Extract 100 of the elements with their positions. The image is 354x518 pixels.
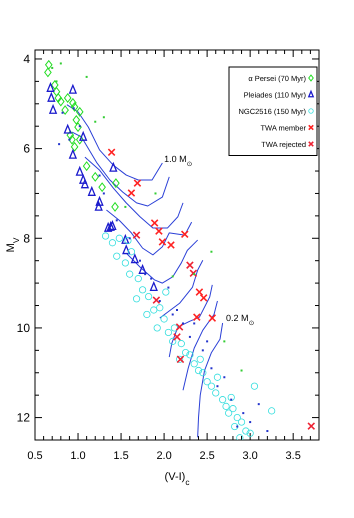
x-tick-label: 2.5 <box>199 450 215 462</box>
point <box>307 422 316 430</box>
point <box>128 248 135 256</box>
y-tick-label: 4 <box>23 52 30 66</box>
point <box>96 196 104 206</box>
point <box>186 261 194 270</box>
point <box>69 150 77 159</box>
point <box>189 269 198 278</box>
point <box>173 332 181 341</box>
point <box>76 166 84 176</box>
point <box>45 60 52 70</box>
point <box>166 241 175 249</box>
line-series <box>168 284 213 358</box>
point <box>113 252 120 260</box>
point <box>68 134 76 144</box>
point <box>268 407 276 414</box>
point <box>154 227 163 236</box>
point <box>231 422 238 430</box>
point <box>57 96 65 106</box>
y-tick-label: 6 <box>23 142 30 156</box>
point <box>79 132 88 141</box>
point <box>54 93 62 103</box>
point <box>133 179 142 188</box>
point <box>170 324 178 332</box>
point <box>52 87 60 96</box>
point <box>49 104 57 114</box>
point <box>195 288 204 296</box>
point <box>70 142 78 152</box>
point <box>81 179 89 188</box>
point <box>238 418 246 426</box>
point <box>242 427 250 435</box>
point <box>176 323 184 332</box>
annotation: 0.2 M$_{⊙}$ <box>226 313 255 327</box>
point <box>111 202 119 212</box>
x-tick-label: 0.5 <box>27 450 43 462</box>
point <box>98 182 106 192</box>
x-tick-label: 1.0 <box>70 450 86 462</box>
point <box>182 348 190 356</box>
point <box>44 68 52 78</box>
point <box>46 82 54 92</box>
x-tick-label: 3.0 <box>242 450 258 462</box>
point <box>61 105 69 115</box>
point <box>162 288 170 296</box>
point <box>76 107 84 117</box>
point <box>94 202 103 211</box>
point <box>64 124 72 134</box>
point <box>88 186 96 196</box>
point <box>169 338 176 345</box>
point <box>127 189 136 197</box>
point <box>132 231 141 240</box>
x-tick-label: 1.5 <box>113 450 129 462</box>
point <box>82 161 90 171</box>
y-tick-label: 10 <box>16 320 30 335</box>
line-series <box>182 300 218 391</box>
point <box>108 148 116 156</box>
point <box>199 369 206 376</box>
x-tick-label: 2.0 <box>156 450 172 462</box>
x-axis-title: (V-I)$_{c}$ <box>164 471 190 486</box>
point <box>156 304 164 312</box>
point <box>154 324 161 332</box>
point <box>225 410 232 417</box>
point <box>180 230 189 238</box>
point <box>69 98 77 108</box>
point <box>69 84 77 94</box>
line-series <box>106 210 192 256</box>
point <box>134 275 142 282</box>
point <box>150 306 158 314</box>
point <box>64 93 72 103</box>
point <box>234 414 241 422</box>
point <box>108 239 116 246</box>
point <box>250 382 258 390</box>
point <box>236 434 244 440</box>
point <box>104 222 112 232</box>
point <box>186 351 194 358</box>
y-tick-label: 12 <box>16 410 30 425</box>
point <box>178 340 185 348</box>
point <box>222 402 230 410</box>
line-series <box>197 322 224 438</box>
point <box>208 314 216 322</box>
point <box>51 80 58 90</box>
point <box>102 232 110 240</box>
point <box>126 270 134 278</box>
point <box>228 394 235 402</box>
point <box>160 315 168 323</box>
point <box>192 313 201 322</box>
point <box>164 328 172 336</box>
point <box>208 382 216 390</box>
point <box>79 174 88 184</box>
point <box>122 245 130 254</box>
point <box>145 292 152 300</box>
point <box>200 294 208 302</box>
point <box>116 234 123 242</box>
point <box>158 238 166 246</box>
x-tick-label: 3.5 <box>286 450 301 462</box>
point <box>74 122 82 132</box>
point <box>66 130 74 140</box>
annotation: 1.0 M$_{⊙}$ <box>164 154 193 168</box>
point <box>76 134 84 144</box>
point <box>48 92 56 102</box>
point <box>150 219 159 228</box>
